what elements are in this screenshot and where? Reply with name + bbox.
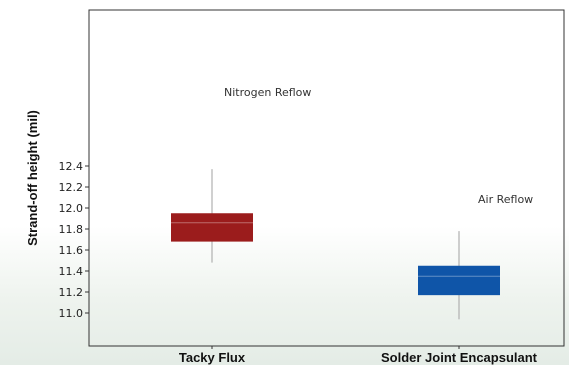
x-axis-category-labels: Tacky Flux Solder Joint Encapsulant	[179, 346, 538, 365]
y-tick-label: 11.6	[59, 244, 84, 257]
y-axis-ticks: 11.0 11.2 11.4 11.6 11.8 12.0 12.2 12.4	[59, 160, 89, 320]
box-iqr	[418, 265, 500, 296]
y-axis-title: Strand-off height (mil)	[25, 110, 40, 246]
box-iqr	[171, 213, 253, 242]
y-tick-label: 11.4	[59, 265, 84, 278]
box-tacky-flux	[171, 169, 253, 263]
y-tick-label: 12.4	[59, 160, 84, 173]
plot-frame	[88, 9, 565, 347]
y-tick-label: 12.2	[59, 181, 84, 194]
annotation-nitrogen-reflow: Nitrogen Reflow	[224, 86, 311, 99]
annotation-air-reflow: Air Reflow	[478, 193, 533, 206]
x-category-label: Tacky Flux	[179, 350, 246, 365]
plot-border	[88, 9, 565, 347]
box-solder-joint-encapsulant	[418, 231, 500, 320]
y-tick-label: 12.0	[59, 202, 84, 215]
y-tick-label: 11.0	[59, 307, 84, 320]
box-plot-series	[171, 169, 500, 320]
y-tick-label: 11.8	[59, 223, 84, 236]
x-category-label: Solder Joint Encapsulant	[381, 350, 538, 365]
y-tick-label: 11.2	[59, 286, 84, 299]
